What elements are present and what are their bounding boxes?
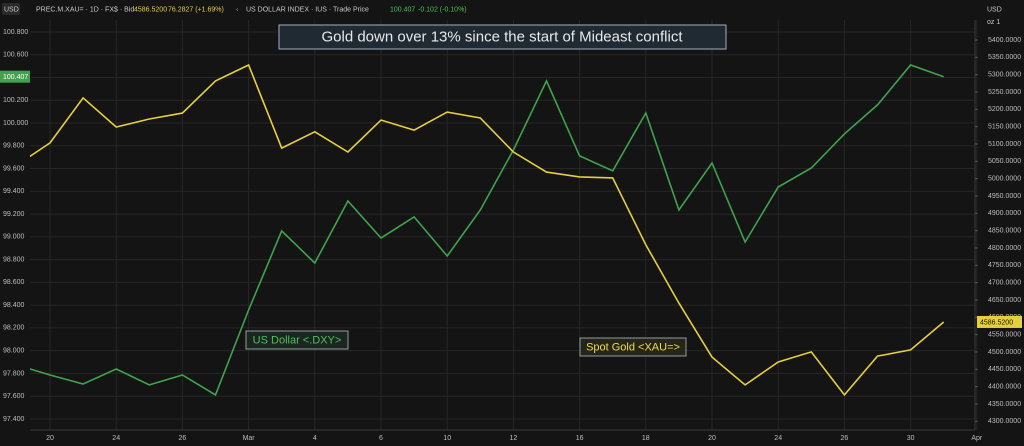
dxy-last-label: 100.407	[3, 74, 28, 81]
x-tick-label: 20	[46, 435, 54, 442]
y-tick-label: 98.200	[3, 325, 25, 332]
y2-tick-label: 5100.0000	[988, 141, 1021, 148]
x-tick-label: Apr	[971, 435, 983, 442]
y2-tick-label: 4500.0000	[988, 349, 1021, 356]
y2-tick-label: 5400.0000	[988, 37, 1021, 44]
y-tick-label: 97.400	[3, 416, 25, 423]
y-tick-label: 98.400	[3, 302, 25, 309]
gold-change: 76.2827 (+1.69%)	[168, 6, 224, 13]
y-tick-label: 100.600	[3, 52, 28, 59]
y-tick-label: 98.000	[3, 348, 25, 355]
gold-annotation: Spot Gold <XAU=>	[586, 341, 680, 353]
dxy-annotation-box	[245, 330, 349, 350]
x-tick-label: 12	[510, 435, 518, 442]
dxy-change: -0.102 (-0.10%)	[418, 6, 467, 13]
y-tick-label: 99.600	[3, 165, 25, 172]
y2-tick-label: 4550.0000	[988, 331, 1021, 338]
y-tick-label: 97.800	[3, 370, 25, 377]
right-currency: USD	[987, 6, 1002, 13]
gold-last-label: 4586.5200	[980, 319, 1013, 326]
x-tick-label: 24	[774, 435, 782, 442]
y-tick-label: 100.200	[3, 97, 28, 104]
gold-last: 4586.5200	[134, 6, 167, 13]
dxy-last-badge	[0, 70, 30, 83]
y-tick-label: 97.600	[3, 393, 25, 400]
y2-tick-label: 4900.0000	[988, 210, 1021, 217]
y2-tick-label: 4800.0000	[988, 245, 1021, 252]
y2-tick-label: 5250.0000	[988, 89, 1021, 96]
right-unit: oz 1	[987, 19, 1000, 26]
y-tick-label: 98.600	[3, 279, 25, 286]
dxy-instrument: US DOLLAR INDEX · IUS · Trade Price	[246, 6, 369, 13]
gold-last-badge	[977, 315, 1022, 328]
y-tick-label: 98.800	[3, 256, 25, 263]
y2-tick-label: 4700.0000	[988, 279, 1021, 286]
dxy-annotation: US Dollar <.DXY>	[253, 334, 342, 346]
y2-tick-label: 4950.0000	[988, 193, 1021, 200]
plot	[30, 63, 945, 397]
y2-tick-label: 4350.0000	[988, 401, 1021, 408]
y2-tick-label: 5150.0000	[988, 123, 1021, 130]
y-tick-label: 100.800	[3, 29, 28, 36]
series-line	[30, 64, 944, 397]
x-tick-label: 30	[907, 435, 915, 442]
x-tick-label: 20	[708, 435, 716, 442]
x-tick-label: 4	[313, 435, 317, 442]
x-tick-label: 18	[642, 435, 650, 442]
y-tick-label: 99.000	[3, 234, 25, 241]
currency: USD	[4, 6, 19, 13]
y2-tick-label: 5300.0000	[988, 72, 1021, 79]
labels: 97.400 97.600 97.800 98.000 98.200 98.400 98.6…	[0, 29, 1022, 442]
x-tick-label: 16	[576, 435, 584, 442]
x-tick-label: 26	[841, 435, 849, 442]
y2-tick-label: 5200.0000	[988, 106, 1021, 113]
y2-tick-label: 4850.0000	[988, 227, 1021, 234]
x-tick-label: Mar	[243, 435, 256, 442]
y2-tick-label: 4650.0000	[988, 297, 1021, 304]
gold-instrument: PREC.M.XAU= · 1D · FX$ · Bid	[36, 6, 134, 13]
dxy-last: 100.407	[390, 6, 415, 13]
y2-tick-label: 4300.0000	[988, 418, 1021, 425]
y2-tick-label: 5050.0000	[988, 158, 1021, 165]
chart-title: Gold down over 13% since the start of Mi…	[321, 28, 683, 45]
y2-tick-label: 5000.0000	[988, 175, 1021, 182]
x-tick-label: 24	[112, 435, 120, 442]
y-tick-label: 99.200	[3, 211, 25, 218]
x-tick-label: 10	[443, 435, 451, 442]
gold-annotation-box	[579, 337, 687, 357]
currency-box	[2, 3, 20, 15]
y-tick-label: 100.000	[3, 120, 28, 127]
y2-tick-label: 4400.0000	[988, 383, 1021, 390]
y2-tick-label: 4750.0000	[988, 262, 1021, 269]
x-tick-label: 6	[379, 435, 383, 442]
chevron[interactable]: ‹	[236, 6, 239, 13]
y-tick-label: 99.800	[3, 143, 25, 150]
y2-tick-label: 5350.0000	[988, 54, 1021, 61]
title-box	[278, 24, 727, 50]
y2-tick-label: 4450.0000	[988, 366, 1021, 373]
series-line	[30, 63, 945, 397]
y-tick-label: 99.400	[3, 188, 25, 195]
x-tick-label: 26	[179, 435, 187, 442]
